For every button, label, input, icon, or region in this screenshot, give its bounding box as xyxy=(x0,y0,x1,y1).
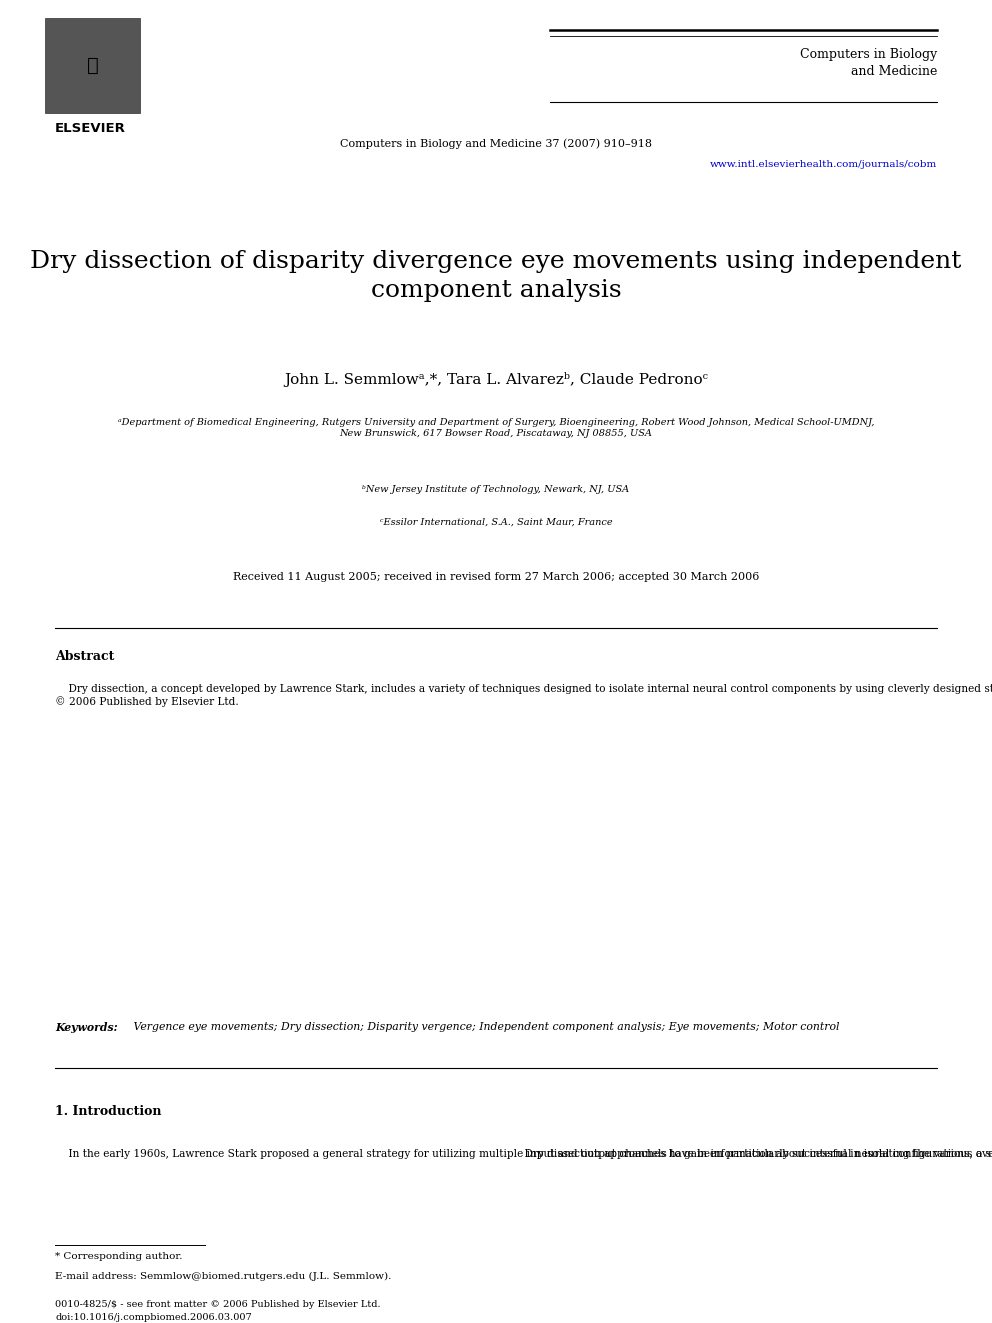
Text: 🌿: 🌿 xyxy=(86,56,98,75)
Text: 0010-4825/$ - see front matter © 2006 Published by Elsevier Ltd.: 0010-4825/$ - see front matter © 2006 Pu… xyxy=(55,1301,381,1308)
Text: E-mail address: Semmlow@biomed.rutgers.edu (J.L. Semmlow).: E-mail address: Semmlow@biomed.rutgers.e… xyxy=(55,1271,392,1281)
Text: * Corresponding author.: * Corresponding author. xyxy=(55,1252,183,1261)
Text: doi:10.1016/j.compbiomed.2006.03.007: doi:10.1016/j.compbiomed.2006.03.007 xyxy=(55,1312,252,1322)
Text: Abstract: Abstract xyxy=(55,650,114,663)
Text: ᵃDepartment of Biomedical Engineering, Rutgers University and Department of Surg: ᵃDepartment of Biomedical Engineering, R… xyxy=(118,418,874,438)
Text: Dry dissection approaches have been particularly successful in isolating the var: Dry dissection approaches have been part… xyxy=(511,1148,992,1159)
Bar xyxy=(45,19,140,114)
Text: www.intl.elsevierhealth.com/journals/cobm: www.intl.elsevierhealth.com/journals/cob… xyxy=(709,160,937,169)
Text: Received 11 August 2005; received in revised form 27 March 2006; accepted 30 Mar: Received 11 August 2005; received in rev… xyxy=(233,572,759,582)
Text: Computers in Biology
and Medicine: Computers in Biology and Medicine xyxy=(800,48,937,78)
Text: ᶜEssilor International, S.A., Saint Maur, France: ᶜEssilor International, S.A., Saint Maur… xyxy=(380,519,612,527)
Text: John L. Semmlowᵃ,*, Tara L. Alvarezᵇ, Claude Pedronoᶜ: John L. Semmlowᵃ,*, Tara L. Alvarezᵇ, Cl… xyxy=(284,372,708,388)
Text: Dry dissection of disparity divergence eye movements using independent
component: Dry dissection of disparity divergence e… xyxy=(31,250,961,302)
Text: ᵇNew Jersey Institute of Technology, Newark, NJ, USA: ᵇNew Jersey Institute of Technology, New… xyxy=(362,486,630,493)
Text: Computers in Biology and Medicine 37 (2007) 910–918: Computers in Biology and Medicine 37 (20… xyxy=(340,138,652,148)
Text: 1. Introduction: 1. Introduction xyxy=(55,1105,162,1118)
Text: Keywords:: Keywords: xyxy=(55,1021,118,1033)
Text: In the early 1960s, Lawrence Stark proposed a general strategy for utilizing mul: In the early 1960s, Lawrence Stark propo… xyxy=(55,1148,992,1159)
Text: Dry dissection, a concept developed by Lawrence Stark, includes a variety of tec: Dry dissection, a concept developed by L… xyxy=(55,683,992,708)
Text: ELSEVIER: ELSEVIER xyxy=(55,122,126,135)
Text: Vergence eye movements; Dry dissection; Disparity vergence; Independent componen: Vergence eye movements; Dry dissection; … xyxy=(130,1021,839,1032)
